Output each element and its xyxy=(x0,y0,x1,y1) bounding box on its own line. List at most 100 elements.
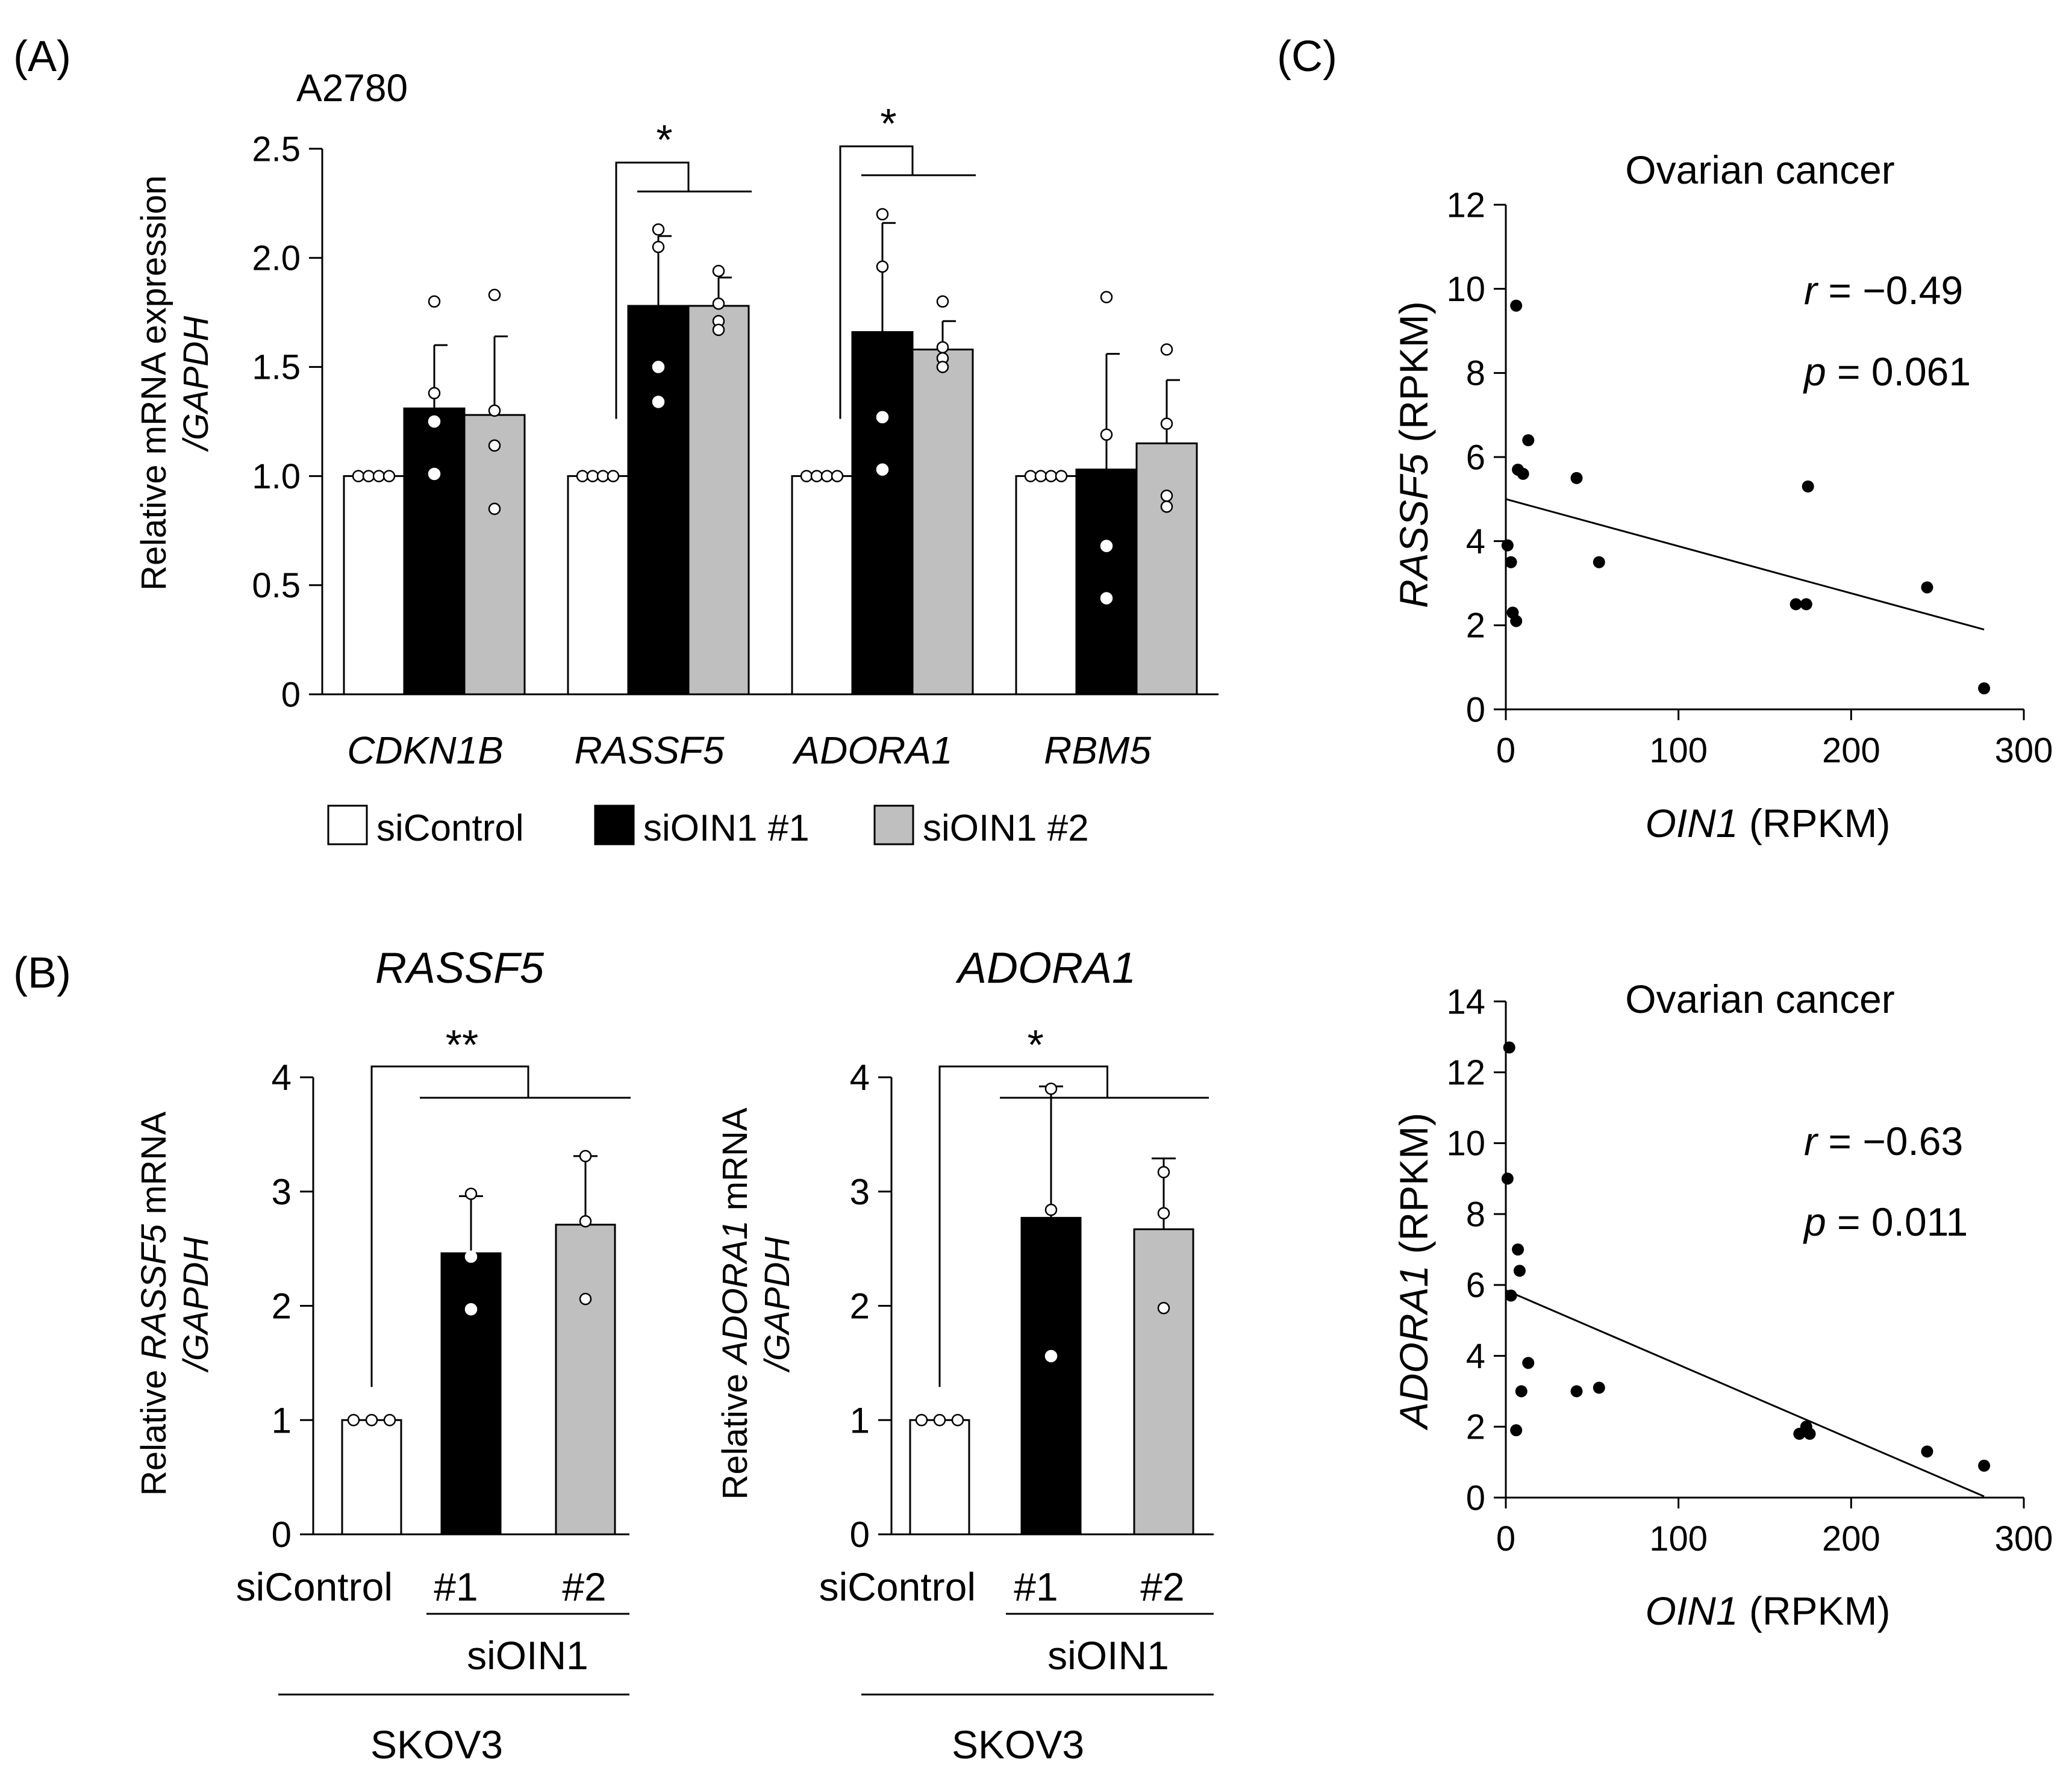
panel-c2-data-point xyxy=(1978,1460,1991,1472)
panel-label-c: (C) xyxy=(1277,33,1337,81)
panel-a-data-point xyxy=(712,323,725,337)
panel-a-data-point xyxy=(810,470,823,482)
panel-b1-title: RASSF5 xyxy=(375,944,545,992)
panel-a-bar xyxy=(1135,442,1198,696)
panel-b1-group-label: siOIN1 xyxy=(467,1633,588,1678)
panel-a-bar-chart: A2780 Relative mRNA expression /GAPDH 0 0… xyxy=(134,66,1219,849)
panel-c1-data-point xyxy=(1501,539,1514,552)
panel-a-data-point xyxy=(428,467,441,481)
panel-a-category-label: RASSF5 xyxy=(575,729,725,772)
panel-c2-y-tick-label: 0 xyxy=(1466,1478,1485,1517)
panel-a-ylabel-line1: Relative mRNA expression xyxy=(134,175,173,591)
panel-b1-y-tick-label: 4 xyxy=(272,1057,292,1098)
panel-c2-data-point xyxy=(1522,1357,1535,1369)
panel-b2-y-tick-label: 4 xyxy=(850,1057,870,1098)
panel-a-bar xyxy=(911,348,974,696)
panel-a-data-point xyxy=(488,439,501,452)
panel-c1-data-point xyxy=(1510,615,1523,627)
panel-c1-y-tick-label: 8 xyxy=(1466,354,1485,393)
legend-swatch-sioin1-1 xyxy=(594,805,635,845)
panel-c2-y-tick-label: 8 xyxy=(1466,1195,1485,1234)
panel-c2-xlabel: OIN1 (RPKM) xyxy=(1645,1589,1890,1633)
panel-c2-y-tick-label: 14 xyxy=(1446,982,1485,1021)
panel-a-title: A2780 xyxy=(296,66,408,110)
panel-a-data-point xyxy=(876,260,889,273)
panel-a-data-point xyxy=(488,404,501,417)
panel-c2-title: Ovarian cancer xyxy=(1625,977,1895,1021)
panel-b2-data-point xyxy=(1157,1166,1170,1178)
panel-c1-x-tick-label: 300 xyxy=(1995,731,2053,770)
panel-a-data-point xyxy=(652,361,665,373)
panel-a-data-point xyxy=(652,223,665,236)
panel-a-bar xyxy=(791,475,853,696)
panel-b2-data-point xyxy=(1044,1082,1058,1095)
panel-a-data-point xyxy=(586,470,599,482)
panel-a-bar xyxy=(1075,468,1138,696)
panel-a-data-point xyxy=(488,502,501,515)
panel-c2-y-tick-label: 2 xyxy=(1466,1408,1485,1447)
panel-b2-data-point xyxy=(951,1414,964,1427)
panel-b2-ylabel-line2: /GAPDH xyxy=(758,1237,797,1373)
legend-label-sioin1-2: siOIN1 #2 xyxy=(923,808,1089,849)
panel-c2-data-point xyxy=(1503,1041,1515,1054)
panel-b2-data-point xyxy=(1044,1203,1058,1216)
panel-a-data-point xyxy=(488,288,501,302)
panel-a-data-point xyxy=(1160,417,1173,430)
panel-a-data-point xyxy=(1160,343,1173,356)
panel-b1-y-tick-label: 1 xyxy=(272,1400,292,1440)
panel-a-data-point xyxy=(1160,489,1173,502)
panel-b2-significance-bracket xyxy=(938,1065,1108,1387)
panel-c1-data-point xyxy=(1570,472,1583,484)
panel-a-bar xyxy=(851,331,914,696)
panel-c2-data-point xyxy=(1501,1172,1514,1185)
panel-b2-significance-label: * xyxy=(1028,1021,1044,1068)
panel-b2-cell-line: SKOV3 xyxy=(952,1722,1084,1767)
panel-a-data-point xyxy=(876,463,889,476)
panel-a-category-label: ADORA1 xyxy=(791,729,952,772)
panel-c2-y-tick-label: 4 xyxy=(1466,1337,1485,1376)
panel-b2-xlabel-sicontrol: siControl xyxy=(819,1564,976,1609)
panel-c1-r-annotation: r = −0.49 xyxy=(1804,268,1963,313)
panel-c2-x-tick-label: 0 xyxy=(1496,1519,1515,1558)
panel-b1-data-point xyxy=(464,1187,478,1200)
panel-c2-data-point xyxy=(1505,1289,1517,1302)
panel-c1-y-tick-label: 6 xyxy=(1466,438,1485,477)
panel-c1-y-tick-label: 12 xyxy=(1446,185,1485,225)
panel-b1-bar xyxy=(341,1419,402,1536)
panel-a-data-point xyxy=(1100,540,1113,552)
panel-c2-x-tick-label: 300 xyxy=(1995,1519,2053,1558)
panel-c1-x-tick-label: 200 xyxy=(1822,731,1880,770)
panel-c2-r-annotation: r = −0.63 xyxy=(1804,1119,1963,1163)
panel-c2-data-point xyxy=(1515,1385,1527,1398)
panel-a-data-point xyxy=(372,470,385,482)
panel-b2-y-tick-label: 1 xyxy=(850,1400,870,1440)
panel-b2-y-tick-label: 3 xyxy=(850,1172,870,1212)
panel-b2-title: ADORA1 xyxy=(955,944,1136,992)
panel-b2-bar xyxy=(909,1419,970,1536)
panel-b1-cell-line: SKOV3 xyxy=(370,1722,503,1767)
panel-a-data-point xyxy=(362,470,375,482)
panel-a-bar xyxy=(403,407,466,696)
panel-a-bar xyxy=(463,414,526,696)
panel-c1-p-annotation: p = 0.061 xyxy=(1803,349,1971,394)
panel-c1-data-point xyxy=(1593,556,1605,568)
panel-label-b: (B) xyxy=(13,949,71,997)
panel-a-significance-label: * xyxy=(656,116,672,163)
panel-a-y-tick-label: 0 xyxy=(281,675,301,714)
panel-c2-data-point xyxy=(1803,1428,1816,1440)
panel-a-data-point xyxy=(382,470,396,482)
panel-a-ylabel-line2: /GAPDH xyxy=(176,316,216,452)
panel-c1-y-tick-label: 10 xyxy=(1446,270,1485,309)
panel-a-bar xyxy=(1015,475,1078,696)
panel-c2-data-point xyxy=(1570,1385,1583,1398)
panel-c1-data-point xyxy=(1800,598,1812,611)
panel-b2-data-point xyxy=(1044,1349,1058,1363)
panel-a-data-point xyxy=(576,470,589,482)
panel-b2-data-point xyxy=(933,1414,946,1427)
panel-b1-bar-chart: RASSF5 Relative RASSF5 mRNA /GAPDH 0 1 2 3 4… xyxy=(134,944,631,1767)
panel-a-data-point xyxy=(1044,470,1058,482)
panel-c2-y-tick-label: 6 xyxy=(1466,1266,1485,1305)
panel-a-bar xyxy=(343,475,405,696)
panel-c1-data-point xyxy=(1510,299,1523,312)
panel-b1-significance-bracket xyxy=(370,1065,529,1387)
